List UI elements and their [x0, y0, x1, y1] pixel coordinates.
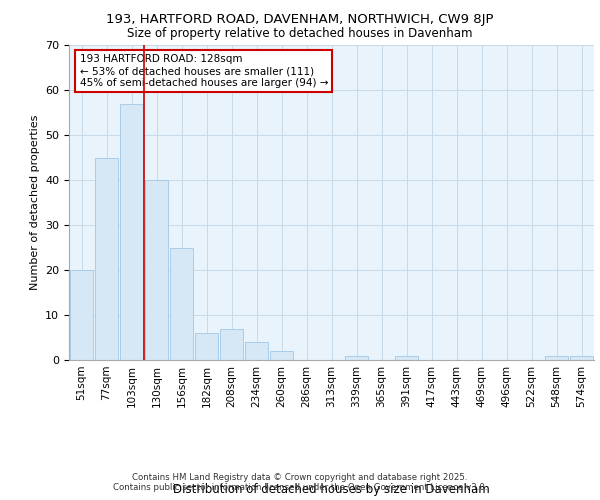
- Bar: [220, 328, 244, 360]
- Bar: [170, 248, 193, 360]
- Bar: [569, 356, 593, 360]
- Bar: [70, 270, 94, 360]
- Bar: [245, 342, 268, 360]
- Text: 193, HARTFORD ROAD, DAVENHAM, NORTHWICH, CW9 8JP: 193, HARTFORD ROAD, DAVENHAM, NORTHWICH,…: [106, 12, 494, 26]
- Bar: [194, 333, 218, 360]
- Bar: [344, 356, 368, 360]
- Bar: [145, 180, 169, 360]
- Bar: [95, 158, 118, 360]
- Bar: [545, 356, 568, 360]
- Bar: [119, 104, 143, 360]
- Text: Size of property relative to detached houses in Davenham: Size of property relative to detached ho…: [127, 28, 473, 40]
- Bar: [395, 356, 418, 360]
- Y-axis label: Number of detached properties: Number of detached properties: [29, 115, 40, 290]
- Bar: [269, 351, 293, 360]
- Text: Contains HM Land Registry data © Crown copyright and database right 2025.
Contai: Contains HM Land Registry data © Crown c…: [113, 473, 487, 492]
- Text: 193 HARTFORD ROAD: 128sqm
← 53% of detached houses are smaller (111)
45% of semi: 193 HARTFORD ROAD: 128sqm ← 53% of detac…: [79, 54, 328, 88]
- X-axis label: Distribution of detached houses by size in Davenham: Distribution of detached houses by size …: [173, 484, 490, 496]
